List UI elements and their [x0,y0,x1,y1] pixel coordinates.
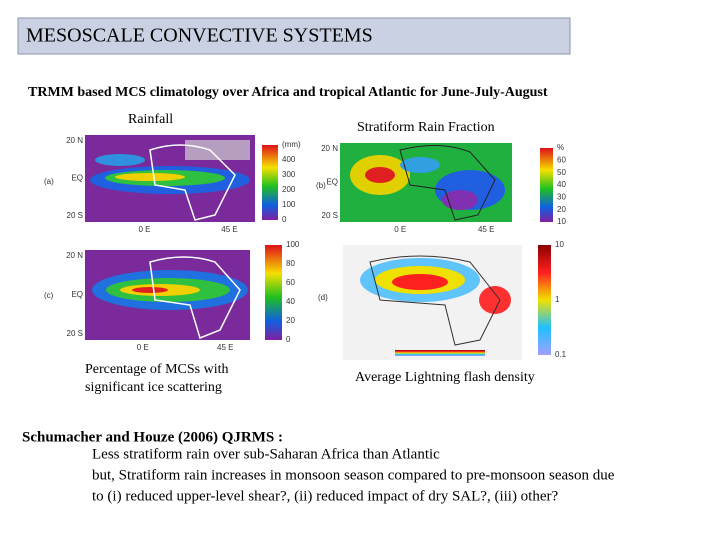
colorbar-label: 20 [557,205,566,214]
map-b [340,143,512,222]
panel-label: (c) [44,291,54,300]
title-box [17,17,571,55]
colorbar-label: 20 [286,316,295,325]
map-d [343,245,522,360]
colorbar [538,245,551,355]
colorbar-label: 40 [286,297,295,306]
panel-caption: significant ice scattering [85,380,222,395]
colorbar-label: 80 [286,259,295,268]
lon-label: 0 E [138,225,150,234]
lat-label: 20 S [67,329,83,338]
colorbar-label: 0.1 [555,350,567,359]
colorbar-label: 60 [286,278,295,287]
colorbar-label: 10 [557,217,566,226]
panel-label: (d) [318,293,328,302]
lat-label: EQ [326,178,338,187]
panel-caption: Average Lightning flash density [355,370,535,385]
lat-label: EQ [71,290,83,299]
map-c [85,250,250,340]
map-a [85,135,255,222]
subtitle: TRMM based MCS climatology over Africa a… [28,85,548,100]
title: MESOSCALE CONVECTIVE SYSTEMS [26,25,373,47]
citation: Schumacher and Houze (2006) QJRMS : [22,429,283,445]
colorbar-label: % [557,143,564,152]
lat-label: 20 N [66,251,83,260]
lat-label: EQ [71,174,83,183]
panel-title: Rainfall [128,112,173,127]
colorbar [262,145,278,220]
colorbar-label: 60 [557,155,566,164]
bullet-text: Less stratiform rain over sub-Saharan Af… [92,446,440,462]
panel-title: Stratiform Rain Fraction [357,120,495,135]
colorbar-label: 30 [557,192,566,201]
colorbar-label: 40 [557,180,566,189]
lon-label: 45 E [221,225,237,234]
lat-label: 20 S [322,211,338,220]
colorbar-label: 200 [282,185,296,194]
colorbar-label: 10 [555,240,564,249]
colorbar-label: 300 [282,170,296,179]
colorbar-label: 50 [557,168,566,177]
lat-label: 20 S [67,211,83,220]
lon-label: 45 E [217,343,233,352]
colorbar-label: 100 [282,200,296,209]
colorbar [265,245,282,340]
colorbar-label: 1 [555,295,560,304]
bullet-text: to (i) reduced upper-level shear?, (ii) … [92,488,559,504]
panel-caption: Percentage of MCSs with [85,362,228,377]
colorbar-label: 0 [286,335,291,344]
panel-label: (b) [316,181,326,190]
colorbar-label: 0 [282,215,287,224]
colorbar-label: 100 [286,240,300,249]
lat-label: 20 N [321,144,338,153]
panel-label: (a) [44,177,54,186]
colorbar-label: 400 [282,155,296,164]
lat-label: 20 N [66,136,83,145]
lon-label: 0 E [137,343,149,352]
lon-label: 45 E [478,225,494,234]
bullet-text: but, Stratiform rain increases in monsoo… [92,467,615,483]
colorbar [540,148,553,222]
colorbar-label: (mm) [282,140,301,149]
lon-label: 0 E [394,225,406,234]
